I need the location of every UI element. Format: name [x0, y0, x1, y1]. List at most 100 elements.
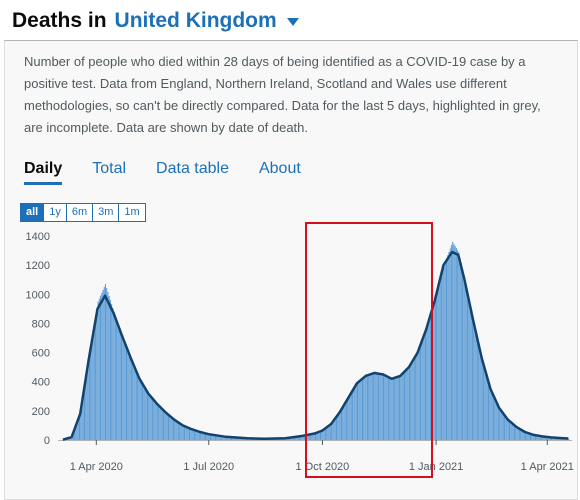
bar — [134, 367, 136, 440]
bar — [389, 377, 391, 440]
bar — [544, 436, 546, 440]
bar — [153, 399, 155, 440]
bar — [97, 301, 99, 440]
bar — [228, 436, 230, 440]
bar — [525, 431, 527, 440]
bar — [170, 416, 172, 440]
y-tick-label: 1000 — [26, 289, 50, 301]
timeframe-6m[interactable]: 6m — [66, 204, 94, 221]
bar — [172, 418, 174, 440]
bar — [219, 435, 221, 440]
timeframe-1y[interactable]: 1y — [44, 204, 67, 221]
bar — [433, 304, 435, 440]
bar — [125, 345, 128, 440]
bar — [229, 437, 231, 440]
bar — [365, 374, 367, 440]
bar — [360, 379, 362, 440]
bar — [464, 279, 466, 440]
bar — [138, 375, 140, 440]
bar — [381, 374, 383, 440]
bar — [406, 369, 408, 440]
country-selector[interactable]: United Kingdom — [115, 9, 299, 33]
bar — [334, 418, 336, 440]
tab-about[interactable]: About — [258, 160, 301, 177]
bar — [165, 412, 167, 440]
bar — [505, 416, 507, 440]
bar — [95, 316, 97, 440]
bar — [91, 338, 93, 440]
bar — [329, 424, 331, 440]
bar — [382, 374, 385, 440]
bar — [455, 247, 457, 440]
country-name[interactable]: United Kingdom — [114, 9, 277, 32]
x-tick-label: 1 Apr 2021 — [521, 461, 574, 473]
bar — [490, 389, 492, 440]
bar — [323, 429, 325, 440]
bar — [417, 352, 419, 440]
tab-daily[interactable]: Daily — [24, 160, 63, 185]
bar — [484, 367, 486, 440]
tab-data-table[interactable]: Data table — [156, 160, 229, 177]
bar — [506, 417, 508, 440]
bar — [74, 429, 76, 440]
bar — [445, 258, 448, 440]
timeframe-1m[interactable]: 1m — [119, 204, 145, 221]
bar — [468, 297, 470, 440]
bar — [200, 431, 202, 440]
bar — [226, 436, 228, 440]
bar — [407, 368, 409, 440]
bar — [128, 351, 130, 440]
bar — [160, 407, 162, 440]
bar — [466, 291, 469, 440]
bar — [465, 285, 467, 440]
bar — [394, 377, 396, 440]
bar — [308, 434, 310, 440]
bar — [179, 422, 181, 440]
bar — [208, 434, 210, 440]
bar — [529, 433, 532, 440]
bar — [380, 373, 382, 440]
page-title-prefix: Deaths in — [12, 9, 107, 32]
bar — [531, 434, 533, 440]
bar — [375, 371, 377, 440]
bar — [312, 433, 314, 440]
bar — [385, 375, 387, 440]
bar — [107, 291, 109, 440]
bar — [140, 380, 142, 440]
timeframe-all[interactable]: all — [21, 204, 45, 221]
bar — [184, 425, 186, 440]
bar — [368, 373, 370, 440]
bar — [211, 434, 213, 440]
bar — [201, 432, 203, 440]
bar — [223, 436, 225, 440]
bar — [462, 268, 464, 440]
bar — [316, 432, 318, 440]
bar — [546, 436, 548, 440]
bar — [76, 421, 78, 440]
bar — [357, 383, 359, 440]
bar — [154, 400, 156, 440]
bar — [429, 316, 431, 440]
bar — [198, 431, 200, 440]
caret-down-icon[interactable] — [286, 18, 299, 26]
bar — [81, 402, 83, 440]
bar — [117, 321, 119, 440]
bar — [432, 308, 434, 440]
bar — [492, 394, 494, 440]
x-tick-label: 1 Jul 2020 — [183, 461, 234, 473]
bar — [549, 437, 551, 440]
y-tick-label: 1200 — [26, 260, 50, 272]
y-tick-label: 800 — [32, 318, 50, 330]
bar — [174, 419, 176, 440]
tab-total[interactable]: Total — [92, 160, 127, 177]
bar — [371, 372, 373, 440]
timeframe-3m[interactable]: 3m — [93, 204, 120, 221]
bar — [392, 378, 394, 440]
bar — [538, 435, 540, 440]
bar — [216, 435, 218, 440]
bar — [447, 255, 449, 440]
bar — [434, 300, 436, 440]
bar — [416, 354, 418, 440]
bar — [347, 399, 349, 440]
